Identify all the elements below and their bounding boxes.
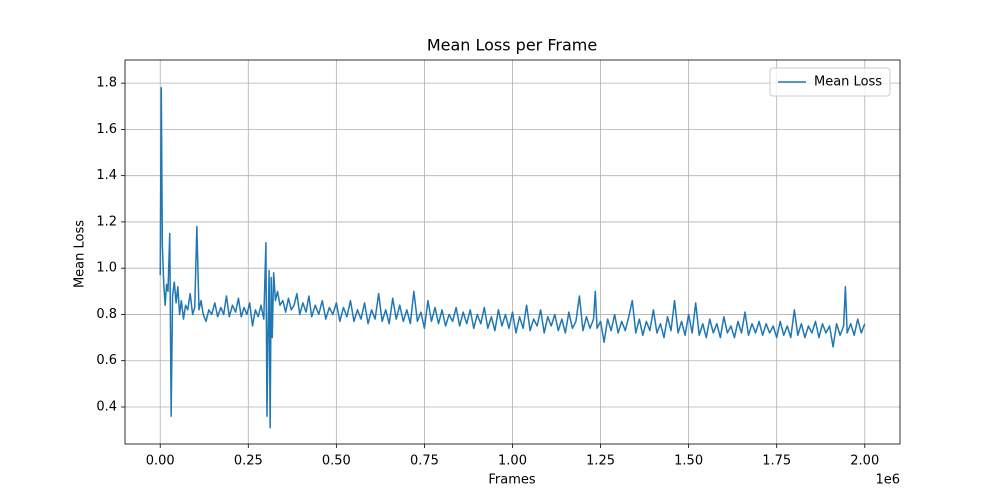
y-tick-label: 1.6	[96, 122, 117, 137]
y-tick-label: 0.8	[96, 307, 117, 322]
x-tick-label: 1.75	[762, 454, 791, 469]
y-tick-label: 1.8	[96, 76, 117, 91]
x-tick-label: 1.50	[674, 454, 703, 469]
y-tick-label: 1.2	[96, 214, 117, 229]
x-axis-label: Frames	[488, 473, 536, 488]
x-tick-label: 2.00	[850, 454, 879, 469]
x-tick-label: 0.25	[234, 454, 263, 469]
x-tick-label: 0.50	[322, 454, 351, 469]
x-offset-label: 1e6	[875, 473, 900, 488]
plot-frame	[124, 59, 901, 445]
x-tick-label: 1.25	[586, 454, 615, 469]
y-tick-label: 1.0	[96, 261, 117, 276]
x-tick-label: 1.00	[498, 454, 527, 469]
data-line	[159, 87, 866, 429]
x-tick-label: 0.75	[410, 454, 439, 469]
y-tick-label: 1.4	[96, 168, 117, 183]
x-tick-label: 0.00	[146, 454, 175, 469]
chart-title: Mean Loss per Frame	[427, 36, 597, 55]
y-tick-label: 0.6	[96, 353, 117, 368]
legend-label: Mean Loss	[814, 75, 882, 90]
legend-box	[769, 67, 891, 97]
y-axis-label: Mean Loss	[73, 220, 88, 288]
y-tick-label: 0.4	[96, 399, 117, 414]
